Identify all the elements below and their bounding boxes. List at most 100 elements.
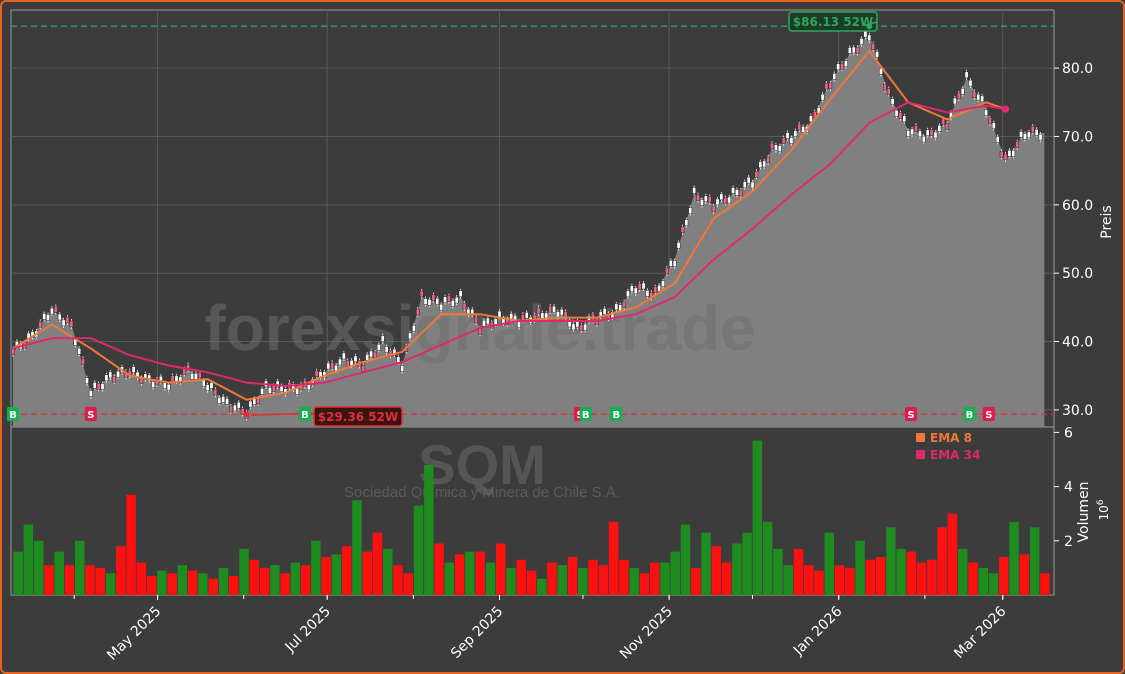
- candle-body: [645, 290, 650, 297]
- volume-bar: [608, 521, 619, 595]
- candle-body: [863, 30, 868, 38]
- volume-bar: [978, 567, 988, 595]
- candle-body: [559, 308, 564, 316]
- candle-body: [661, 280, 665, 287]
- candle-body: [1027, 131, 1031, 139]
- volume-bar: [413, 505, 424, 595]
- candle-body: [929, 129, 934, 136]
- signal-sell-label: S: [985, 410, 992, 421]
- candle-body: [871, 43, 876, 51]
- volume-bar: [454, 554, 465, 595]
- candle-body: [178, 376, 183, 384]
- candle-body: [552, 305, 556, 313]
- candle-body: [824, 82, 829, 90]
- candle-body: [1007, 149, 1012, 157]
- candle-body: [851, 46, 856, 54]
- legend-swatch-ema34: [916, 450, 925, 459]
- candle-body: [260, 388, 264, 395]
- candle-body: [964, 71, 969, 78]
- watermark-company: Sociedad Química y Minera de Chile S.A.: [344, 484, 620, 501]
- candle-body: [275, 380, 280, 388]
- candle-body: [166, 384, 171, 391]
- volume-bar: [814, 570, 824, 595]
- candle-body: [906, 130, 911, 137]
- candle-body: [883, 83, 887, 91]
- volume-tick-label: 2: [1064, 534, 1073, 550]
- legend: EMA 8 EMA 34: [916, 431, 980, 462]
- candle-body: [517, 321, 521, 328]
- candle-body: [423, 298, 428, 305]
- candle-body: [131, 366, 136, 373]
- candle-body: [618, 304, 623, 311]
- candle-body: [665, 267, 669, 275]
- candle-body: [108, 371, 113, 379]
- volume-bar: [372, 532, 383, 595]
- candle-body: [844, 60, 848, 68]
- candle-body: [968, 79, 973, 87]
- low-52w-badge: [313, 406, 403, 427]
- volume-bar: [54, 551, 64, 595]
- candle-body: [703, 195, 708, 203]
- candle-body: [894, 109, 899, 117]
- candle-body: [801, 126, 805, 133]
- candle-body: [458, 290, 463, 298]
- candle-body: [847, 47, 852, 54]
- candle-body: [1019, 131, 1023, 138]
- candle-body: [879, 68, 883, 75]
- candle-body: [268, 387, 272, 394]
- volume-bar: [516, 559, 526, 595]
- candle-body: [688, 207, 693, 215]
- price-tick-label: 30.0: [1062, 403, 1093, 419]
- candle-body: [571, 323, 576, 331]
- candle-body: [1030, 125, 1035, 133]
- volume-bar: [311, 540, 321, 595]
- volume-bar: [126, 494, 136, 595]
- legend-label-ema34: EMA 34: [930, 448, 980, 462]
- volume-bar: [249, 559, 260, 595]
- candle-body: [812, 111, 817, 118]
- candle-body: [524, 312, 529, 319]
- high-52w-label: $86.13 52W: [793, 15, 873, 29]
- candle-body: [676, 242, 681, 249]
- candle-body: [408, 332, 412, 340]
- candle-body: [221, 395, 226, 403]
- candle-body: [902, 115, 907, 123]
- candle-body: [361, 365, 366, 372]
- candle-body: [777, 145, 782, 152]
- volume-bar: [229, 576, 239, 595]
- volume-bar: [793, 548, 804, 595]
- candle-body: [217, 397, 222, 404]
- signal-buy-label: B: [966, 410, 974, 421]
- candle-body: [170, 375, 175, 382]
- candle-body: [454, 296, 459, 304]
- candle-body: [536, 307, 541, 314]
- volume-bar: [927, 559, 937, 595]
- volume-bar: [434, 543, 444, 595]
- candle-body: [910, 128, 914, 136]
- signal-buy-badge: [610, 407, 623, 421]
- volume-bar: [475, 551, 485, 595]
- price-area: [13, 33, 1045, 428]
- reference-lines: $86.13 52W $29.36 52W: [11, 11, 1054, 427]
- candle-body: [143, 373, 148, 380]
- candle-body: [431, 294, 436, 301]
- candle-body: [758, 161, 763, 168]
- volume-bar: [947, 513, 958, 595]
- volume-bar: [701, 532, 711, 595]
- candles: [11, 29, 1043, 421]
- volume-bar: [506, 567, 516, 595]
- candle-body: [890, 98, 895, 105]
- candle-body: [1015, 141, 1020, 148]
- ema34-line: [12, 101, 1006, 388]
- volume-bar: [619, 559, 629, 595]
- candle-body: [353, 355, 358, 363]
- candle-body: [583, 323, 588, 331]
- volume-bar: [834, 565, 845, 595]
- candle-body: [388, 349, 393, 357]
- volume-bar: [906, 551, 917, 595]
- candle-body: [781, 137, 786, 144]
- volume-bar: [270, 565, 280, 595]
- candle-body: [186, 364, 191, 371]
- volume-bar: [680, 524, 691, 595]
- candle-body: [1003, 153, 1008, 161]
